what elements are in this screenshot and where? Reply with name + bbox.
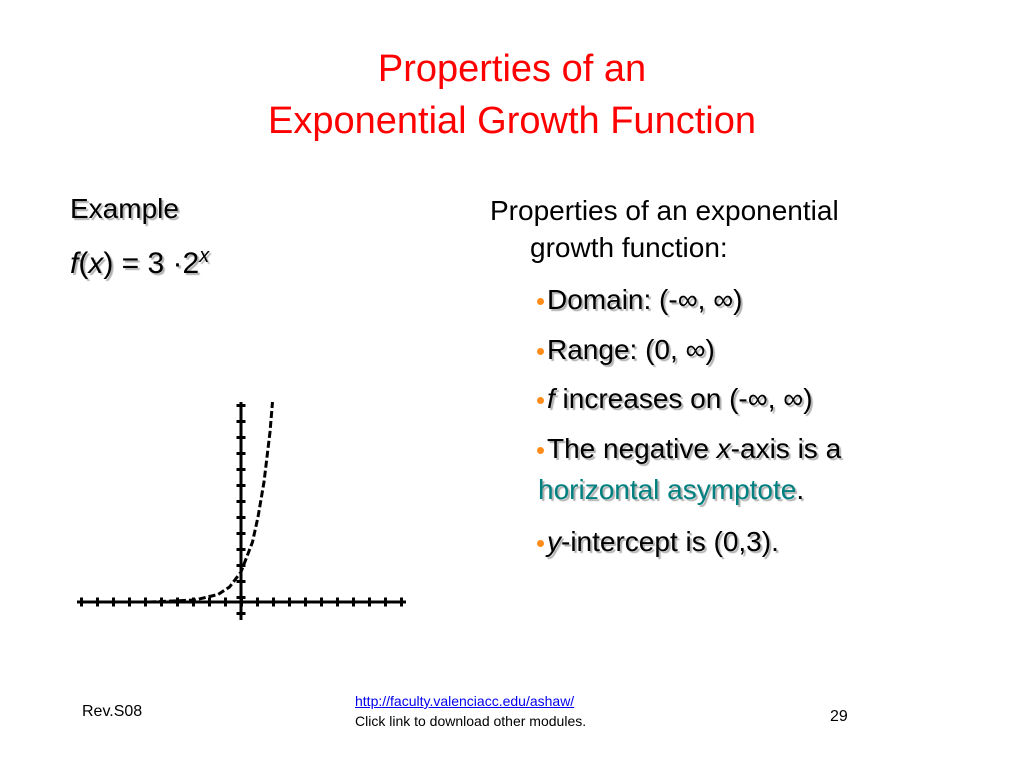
formula-part: (: [78, 247, 89, 280]
bullet: f increases on (-∞, ∞): [537, 383, 813, 415]
bullet-text: y: [547, 526, 561, 557]
example-heading: Example: [70, 193, 179, 224]
bullet-text: The negative: [547, 433, 717, 464]
bullet-text: horizontal asymptote: [538, 474, 797, 505]
note: Click link to download other modules.: [355, 713, 587, 729]
curve: [148, 401, 274, 604]
revision: Rev.S08: [82, 703, 143, 720]
link[interactable]: http://faculty.valenciacc.edu/ashaw/: [355, 693, 575, 709]
bullet-text: x: [716, 433, 731, 464]
title-line: Properties of an: [377, 48, 647, 90]
bullet: The negative x-axis is a: [537, 433, 841, 465]
bullet-text: f: [547, 383, 555, 414]
bullet-text: Range: (0, ∞): [547, 334, 715, 365]
formula: f(x) = 3 ·2x: [70, 245, 209, 281]
bullet-text: .: [796, 474, 805, 505]
bullet-text: Domain: (-∞, ∞): [547, 284, 743, 315]
formula-part: x: [88, 247, 104, 280]
title-line: Exponential Growth Function: [268, 100, 756, 142]
bullet: Domain: (-∞, ∞): [537, 284, 743, 316]
intro: Properties of an exponential: [490, 195, 839, 226]
bullet-text: -axis is a: [730, 433, 842, 464]
formula-part: x: [199, 245, 210, 267]
bullet-text: -intercept is (0,3).: [561, 526, 779, 557]
intro: growth function:: [530, 232, 728, 263]
bullet-dot: [537, 298, 544, 306]
formula-part: f: [70, 247, 79, 280]
bullet: Range: (0, ∞): [537, 334, 715, 366]
formula-part: ) = 3 ·2: [103, 247, 200, 280]
bullet-dot: [537, 447, 544, 455]
bullet-dot: [537, 348, 544, 356]
bullet: y-intercept is (0,3).: [537, 526, 779, 558]
bullet-dot: [537, 540, 544, 548]
bullet-dot: [537, 397, 544, 405]
page-number: 29: [830, 708, 848, 725]
bullet-text: increases on (-∞, ∞): [554, 383, 813, 414]
bullet-cont: horizontal asymptote.: [538, 474, 804, 506]
